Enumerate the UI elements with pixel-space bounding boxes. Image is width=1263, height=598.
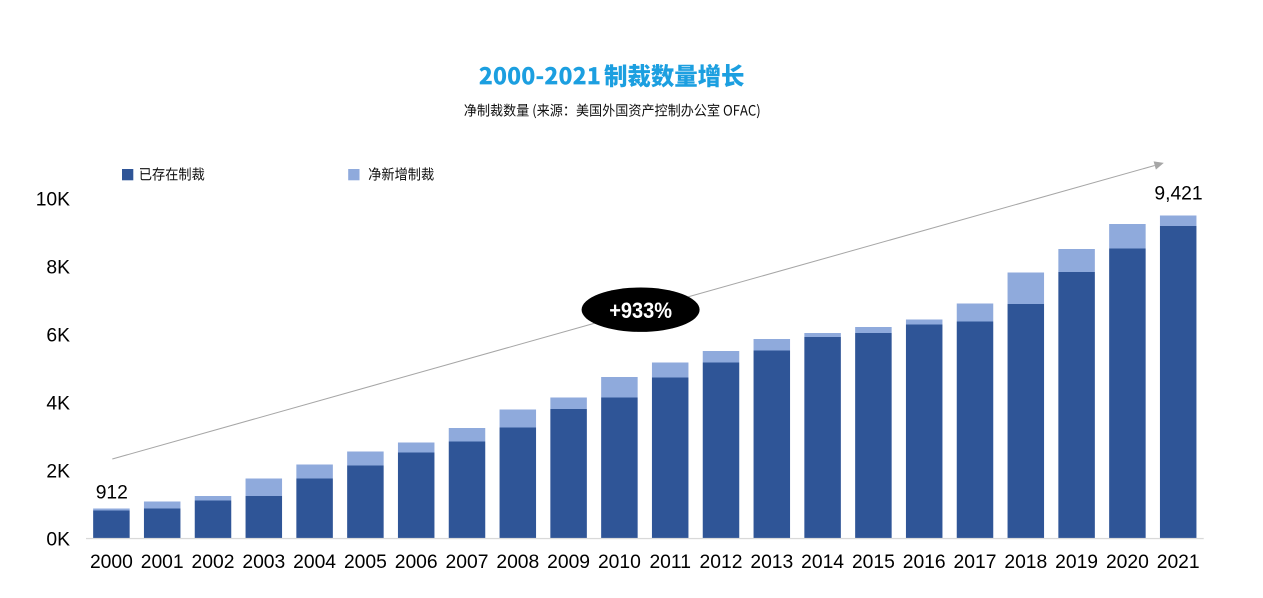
svg-text:912: 912 bbox=[96, 482, 128, 503]
svg-text:4K: 4K bbox=[46, 393, 70, 414]
svg-text:2018: 2018 bbox=[1004, 552, 1047, 573]
svg-text:9,421: 9,421 bbox=[1154, 184, 1202, 205]
svg-text:2007: 2007 bbox=[446, 552, 489, 573]
svg-text:2001: 2001 bbox=[141, 552, 184, 573]
svg-text:2006: 2006 bbox=[395, 552, 438, 573]
svg-text:2010: 2010 bbox=[598, 552, 641, 573]
svg-text:2008: 2008 bbox=[496, 552, 539, 573]
svg-text:2011: 2011 bbox=[649, 552, 690, 573]
svg-text:6K: 6K bbox=[46, 325, 70, 346]
svg-text:8K: 8K bbox=[46, 257, 70, 278]
svg-text:2002: 2002 bbox=[192, 552, 235, 573]
svg-text:10K: 10K bbox=[36, 189, 70, 210]
svg-text:+933%: +933% bbox=[609, 299, 672, 323]
svg-text:2019: 2019 bbox=[1055, 552, 1098, 573]
svg-text:2000: 2000 bbox=[90, 552, 133, 573]
svg-text:2003: 2003 bbox=[242, 552, 285, 573]
svg-text:2016: 2016 bbox=[903, 552, 946, 573]
svg-text:2009: 2009 bbox=[547, 552, 590, 573]
svg-text:2012: 2012 bbox=[700, 552, 743, 573]
svg-text:2014: 2014 bbox=[801, 552, 844, 573]
svg-text:2005: 2005 bbox=[344, 552, 387, 573]
svg-text:0K: 0K bbox=[46, 529, 70, 550]
svg-text:2020: 2020 bbox=[1106, 552, 1149, 573]
svg-text:2015: 2015 bbox=[852, 552, 895, 573]
svg-text:2017: 2017 bbox=[954, 552, 997, 573]
svg-text:2013: 2013 bbox=[750, 552, 793, 573]
svg-text:2K: 2K bbox=[46, 461, 70, 482]
svg-text:2004: 2004 bbox=[293, 552, 336, 573]
svg-text:2021: 2021 bbox=[1157, 552, 1200, 573]
